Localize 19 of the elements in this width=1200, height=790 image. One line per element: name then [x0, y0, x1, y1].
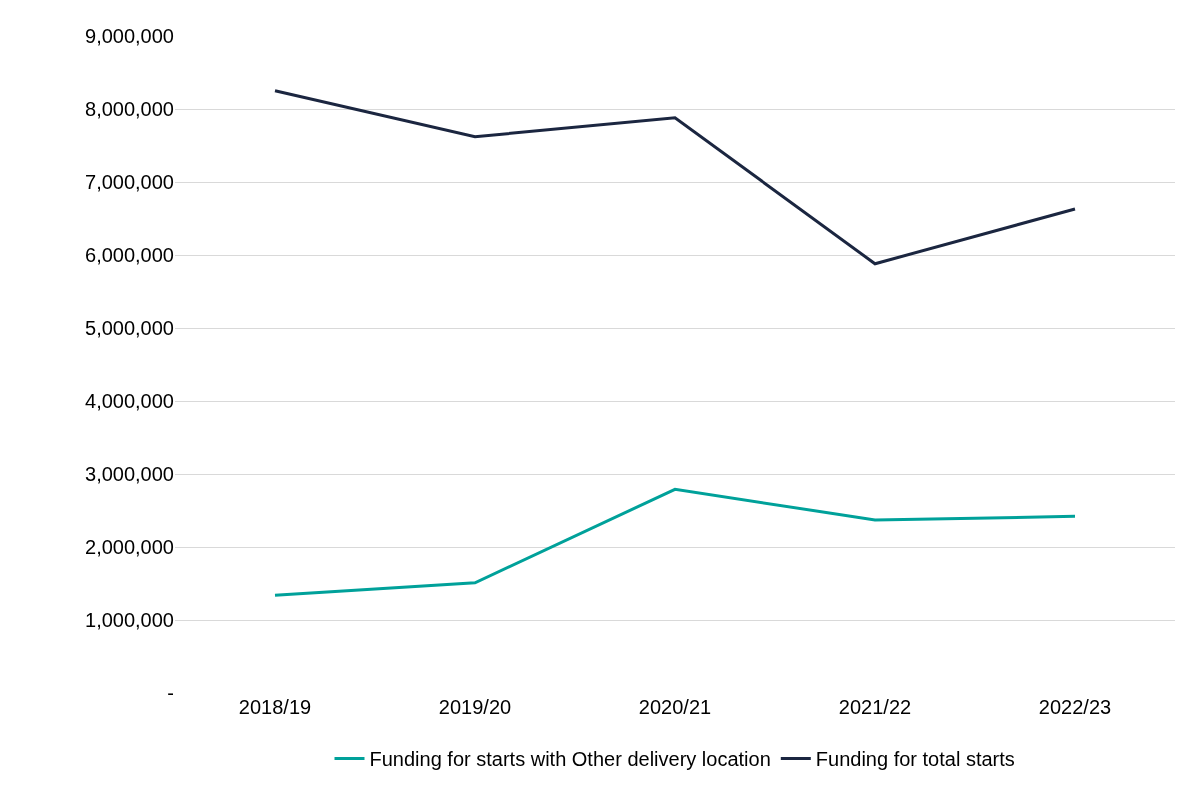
- legend-label: Funding for starts with Other delivery location: [369, 748, 771, 771]
- y-tick-label: 6,000,000: [85, 244, 174, 266]
- x-tick-label: 2020/21: [638, 696, 712, 718]
- line-series: [273, 487, 1077, 597]
- y-tick-label: 5,000,000: [85, 317, 174, 339]
- y-tick-label: -: [167, 682, 174, 704]
- x-tick-label: 2021/22: [838, 696, 912, 718]
- y-tick-label: 8,000,000: [85, 98, 174, 120]
- y-tick-label: 9,000,000: [85, 25, 174, 47]
- y-tick-label: 1,000,000: [85, 609, 174, 631]
- y-tick-label: 4,000,000: [85, 390, 174, 412]
- legend-label: Funding for total starts: [815, 748, 1015, 771]
- line-series: [273, 89, 1077, 266]
- x-tick-label: 2019/20: [438, 696, 512, 718]
- y-tick-label: 2,000,000: [85, 536, 174, 558]
- y-tick-label: 7,000,000: [85, 171, 174, 193]
- x-tick-label: 2022/23: [1038, 696, 1112, 718]
- y-tick-label: 3,000,000: [85, 463, 174, 485]
- x-tick-label: 2018/19: [238, 696, 312, 718]
